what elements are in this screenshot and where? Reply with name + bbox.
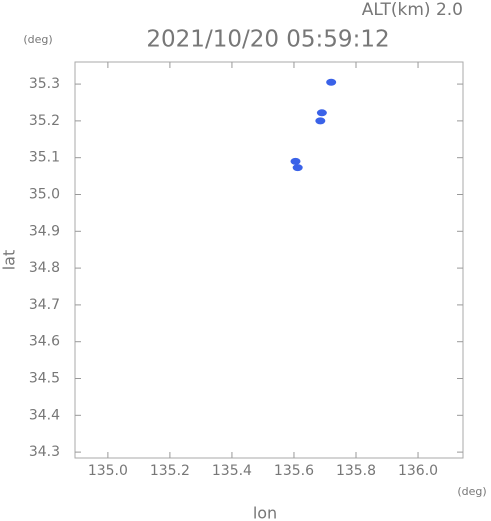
x-tick-label: 135.2 [150,463,190,479]
echo-point [326,78,337,86]
x-axis-label: lon [253,504,277,521]
y-unit: (deg) [23,33,52,46]
x-tick-label: 135.8 [336,463,376,479]
echo-point [315,117,326,125]
y-tick-label: 34.6 [29,334,60,350]
y-tick-label: 35.0 [29,186,60,202]
y-tick-label: 35.2 [29,113,60,129]
echo-point [292,164,303,172]
echo-point [290,157,301,165]
x-tick-label: 135.4 [212,463,252,479]
y-tick-label: 34.8 [29,260,60,276]
y-tick-label: 34.3 [29,444,60,460]
y-tick-label: 34.5 [29,371,60,387]
echo-point [316,109,327,117]
x-tick-label: 135.6 [274,463,314,479]
y-tick-label: 35.1 [29,150,60,166]
x-tick-label: 136.0 [398,463,438,479]
y-tick-label: 34.7 [29,297,60,313]
chart-title: 2021/10/20 05:59:12 [146,27,389,53]
altitude-label: ALT(km) 2.0 [362,0,463,20]
y-axis-label: lat [0,250,19,271]
y-tick-label: 35.3 [29,76,60,92]
y-tick-label: 34.9 [29,223,60,239]
x-tick-label: 135.0 [88,463,128,479]
y-tick-label: 34.4 [29,407,60,423]
x-unit: (deg) [457,485,486,498]
plot-frame [74,61,464,459]
